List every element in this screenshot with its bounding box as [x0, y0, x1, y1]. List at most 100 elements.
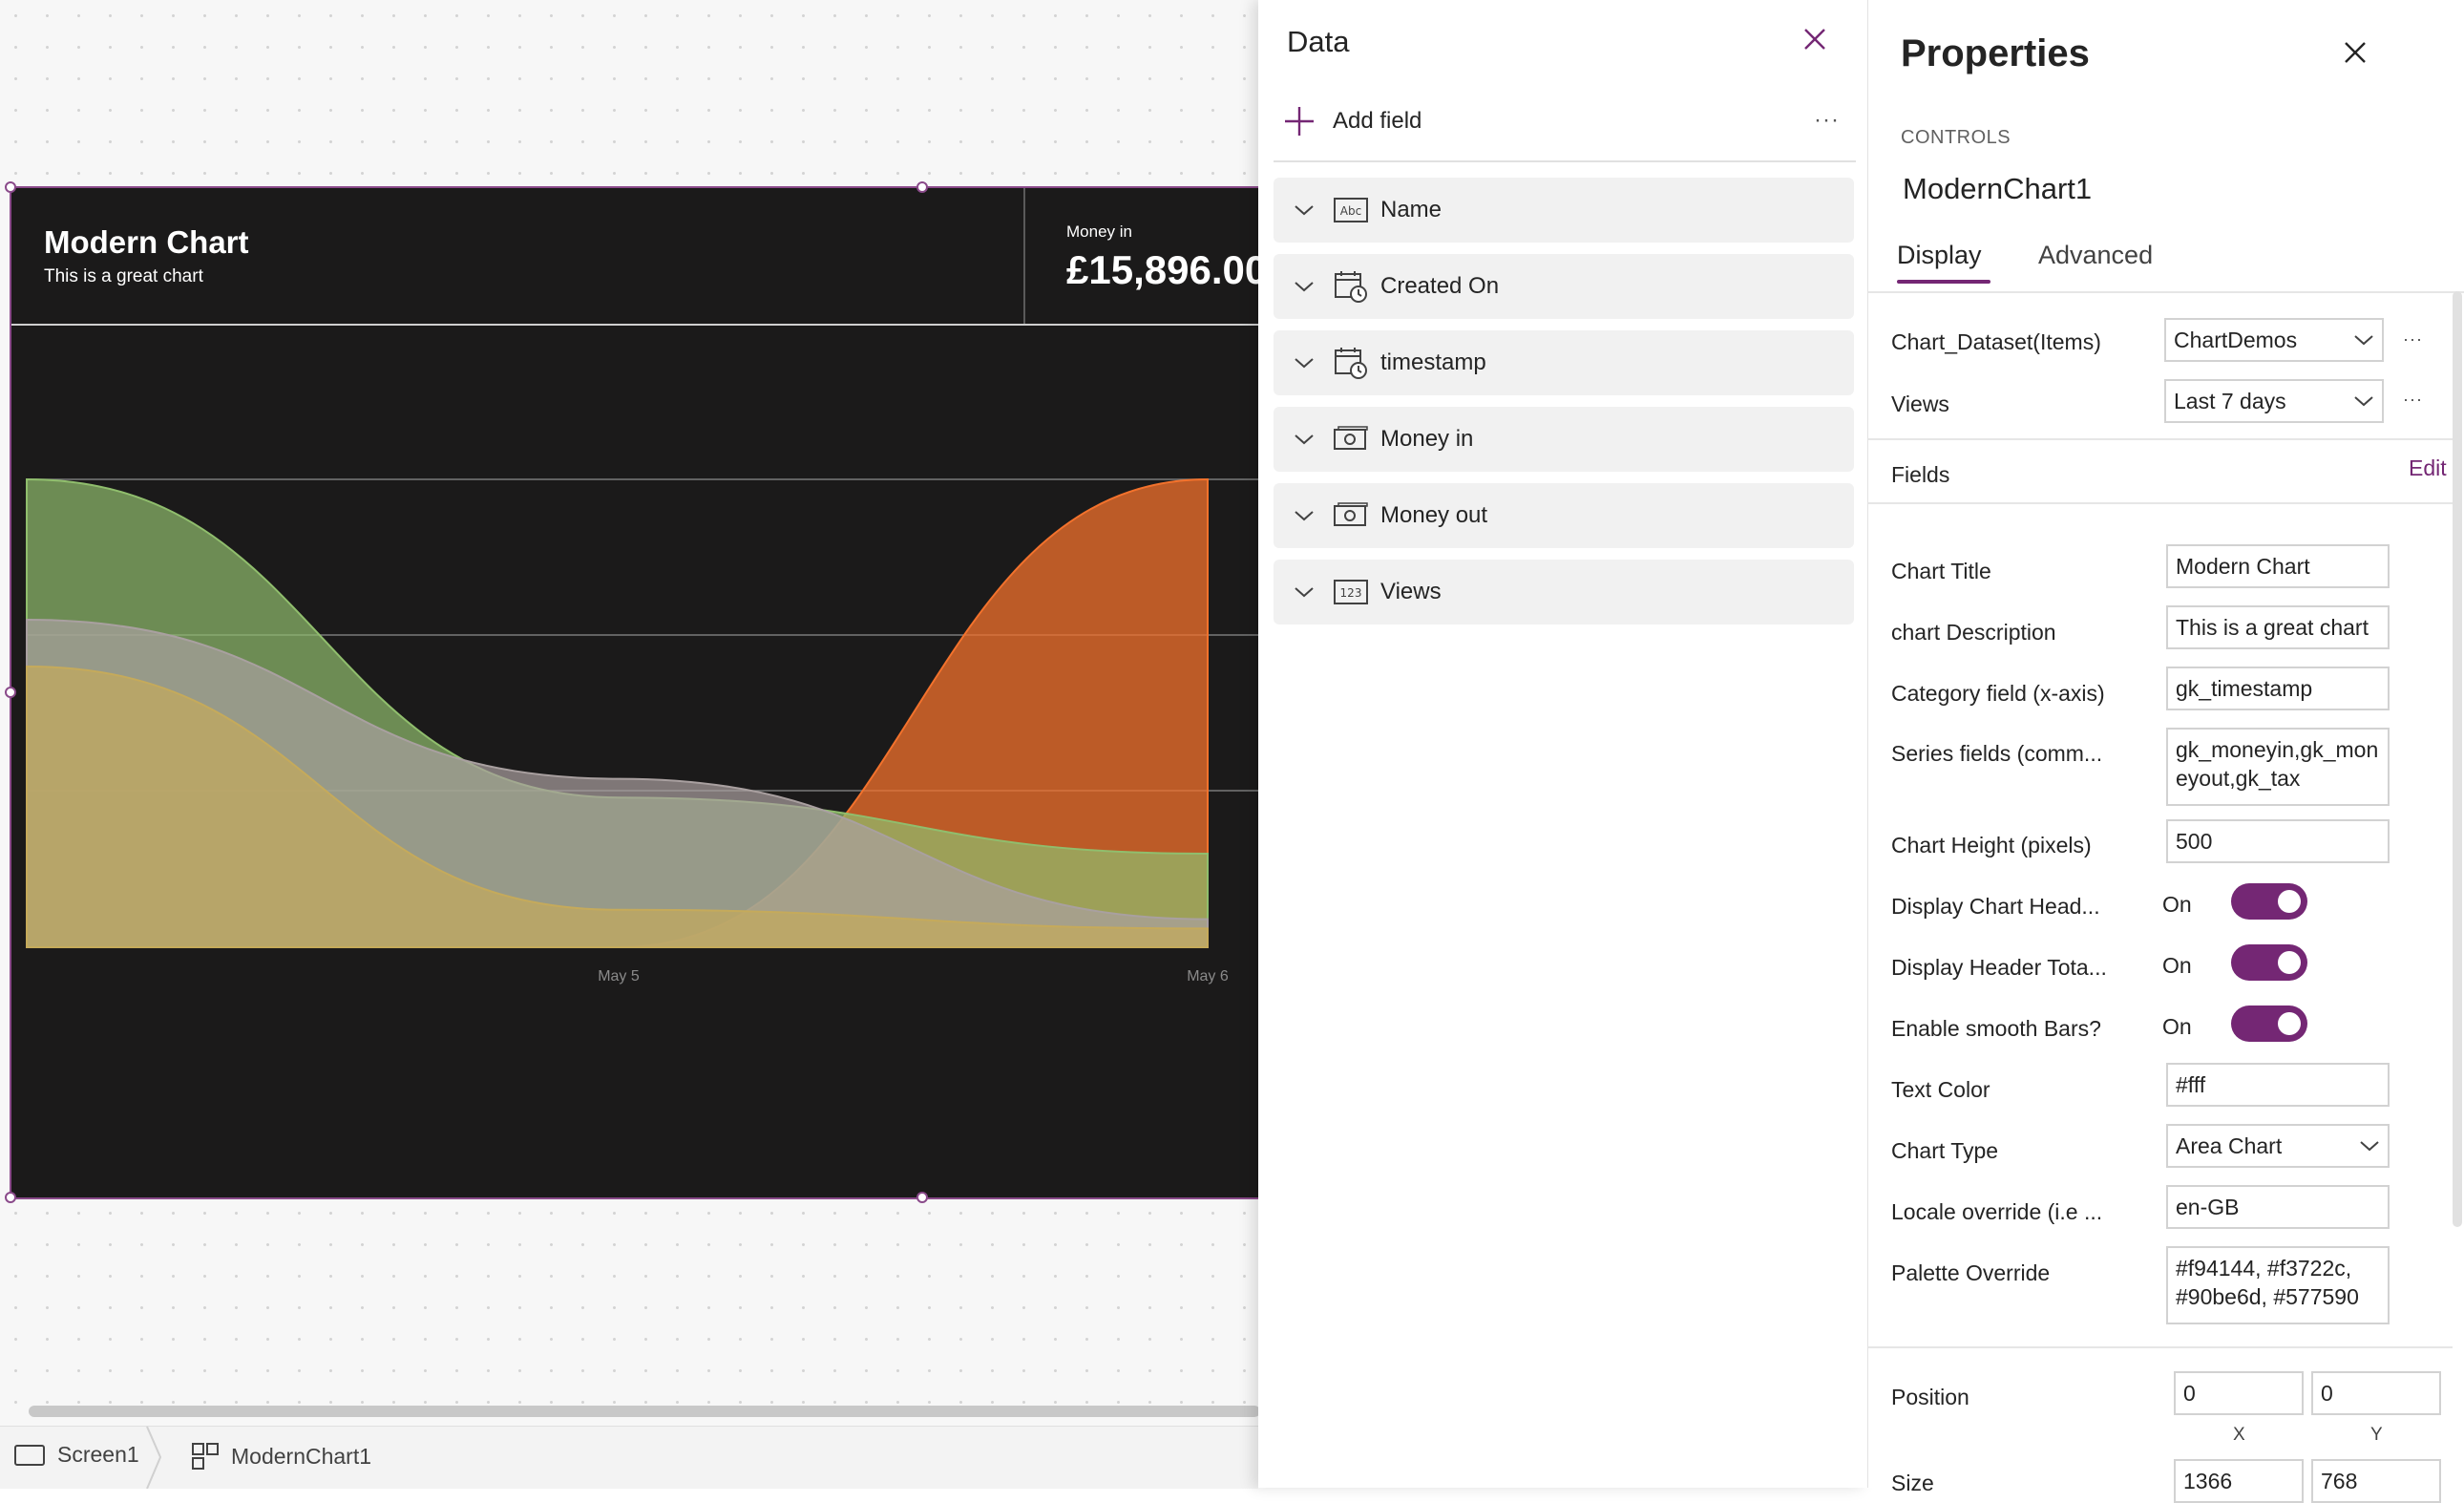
- header-total-label: Money in: [1066, 222, 1132, 241]
- data-panel-title: Data: [1287, 25, 1350, 58]
- category-field-label: Category field (x-axis): [1891, 681, 2105, 706]
- field-row[interactable]: timestamp: [1274, 330, 1854, 395]
- properties-title: Properties: [1901, 32, 2090, 74]
- tab-advanced[interactable]: Advanced: [2038, 241, 2154, 269]
- smooth-bars-label: Enable smooth Bars?: [1891, 1016, 2101, 1041]
- field-label: Name: [1380, 197, 1443, 222]
- position-y-input[interactable]: 0: [2311, 1371, 2441, 1415]
- field-label: Created On: [1380, 273, 1500, 299]
- text-color-input[interactable]: #fff: [2166, 1063, 2390, 1107]
- close-icon[interactable]: [2343, 40, 2368, 65]
- display-totals-label: Display Header Tota...: [1891, 955, 2107, 980]
- close-icon[interactable]: [1802, 27, 1827, 52]
- display-header-toggle[interactable]: [2231, 883, 2307, 920]
- currency-field-icon: [1333, 497, 1369, 534]
- breadcrumb-screen[interactable]: Screen1: [13, 1442, 139, 1468]
- display-header-state: On: [2162, 892, 2192, 917]
- data-panel-separator: [1274, 160, 1856, 162]
- resize-handle-top-left[interactable]: [5, 181, 16, 193]
- chevron-down-icon[interactable]: [1291, 579, 1317, 605]
- resize-handle-top-center[interactable]: [916, 181, 928, 193]
- chart-description: This is a great chart: [44, 266, 203, 286]
- design-canvas[interactable]: May 5 May 6 Modern Chart This is a great …: [0, 0, 1258, 1488]
- chart-height-input[interactable]: 500: [2166, 819, 2390, 863]
- views-dropdown[interactable]: Last 7 days: [2164, 379, 2384, 423]
- data-panel: Data Add field ··· Abc Name Created On time…: [1258, 0, 1867, 1488]
- chevron-down-icon: [2354, 335, 2373, 346]
- dataset-more-button[interactable]: ···: [2403, 329, 2423, 349]
- resize-handle-bottom-left[interactable]: [5, 1192, 16, 1203]
- svg-text:Abc: Abc: [1340, 204, 1361, 218]
- plus-icon: [1285, 107, 1314, 136]
- dataset-dropdown[interactable]: ChartDemos: [2164, 318, 2384, 362]
- chevron-down-icon[interactable]: [1291, 502, 1317, 529]
- position-label: Position: [1891, 1385, 1969, 1409]
- field-row[interactable]: Created On: [1274, 254, 1854, 319]
- size-width-input[interactable]: 1366: [2174, 1459, 2304, 1503]
- field-label: Money in: [1380, 426, 1474, 452]
- chevron-down-icon[interactable]: [1291, 349, 1317, 376]
- locale-input[interactable]: en-GB: [2166, 1185, 2390, 1229]
- add-field-button[interactable]: Add field: [1283, 105, 1422, 138]
- position-y-label: Y: [2370, 1425, 2383, 1445]
- chevron-down-icon[interactable]: [1291, 197, 1317, 223]
- resize-handle-middle-left[interactable]: [5, 687, 16, 698]
- smooth-bars-toggle[interactable]: [2231, 1006, 2307, 1042]
- control-name[interactable]: ModernChart1: [1903, 172, 2093, 205]
- toggle-knob: [2278, 890, 2301, 913]
- chart-title-label: Chart Title: [1891, 559, 1991, 583]
- screen-icon: [14, 1444, 45, 1466]
- field-row[interactable]: Money in: [1274, 407, 1854, 472]
- horizontal-scrollbar[interactable]: [29, 1406, 1258, 1417]
- breadcrumb-screen-label: Screen1: [57, 1442, 139, 1467]
- chevron-down-icon[interactable]: [1291, 273, 1317, 300]
- toggle-knob: [2278, 951, 2301, 974]
- chevron-down-icon: [2360, 1141, 2379, 1152]
- area-series[interactable]: [26, 665, 1209, 948]
- field-label: timestamp: [1380, 349, 1486, 375]
- chart-type-dropdown[interactable]: Area Chart: [2166, 1124, 2390, 1168]
- field-row[interactable]: Money out: [1274, 483, 1854, 548]
- display-header-label: Display Chart Head...: [1891, 894, 2100, 919]
- breadcrumb-control-label: ModernChart1: [231, 1443, 372, 1469]
- tabs-separator: [1868, 291, 2464, 293]
- resize-handle-bottom-center[interactable]: [916, 1192, 928, 1203]
- chart-description-label: chart Description: [1891, 620, 2056, 645]
- datetime-field-icon: [1333, 268, 1369, 305]
- header-divider: [1023, 188, 1025, 324]
- display-totals-toggle[interactable]: [2231, 944, 2307, 981]
- breadcrumb-control[interactable]: ModernChart1: [191, 1442, 371, 1471]
- currency-field-icon: [1333, 421, 1369, 457]
- fields-edit-link[interactable]: Edit: [2409, 455, 2447, 480]
- palette-label: Palette Override: [1891, 1260, 2051, 1285]
- chevron-down-icon: [2354, 396, 2373, 407]
- more-options-button[interactable]: ···: [1814, 107, 1840, 133]
- datetime-field-icon: [1333, 345, 1369, 381]
- chart-type-label: Chart Type: [1891, 1138, 1999, 1163]
- chart-header-separator: [11, 324, 1258, 326]
- chart-type-value: Area Chart: [2176, 1133, 2283, 1158]
- palette-input[interactable]: #f94144, #f3722c, #90be6d, #577590: [2166, 1246, 2390, 1324]
- modern-chart-control[interactable]: May 5 May 6 Modern Chart This is a great …: [5, 181, 1258, 1203]
- chart-title-input[interactable]: Modern Chart: [2166, 544, 2390, 588]
- section-separator: [1868, 502, 2453, 504]
- size-height-input[interactable]: 768: [2311, 1459, 2441, 1503]
- views-more-button[interactable]: ···: [2403, 390, 2423, 409]
- chevron-down-icon[interactable]: [1291, 426, 1317, 453]
- series-fields-input[interactable]: gk_moneyin,gk_moneyout,gk_tax: [2166, 728, 2390, 806]
- controls-section-label: CONTROLS: [1901, 127, 2011, 148]
- number-field-icon: 123: [1333, 574, 1369, 610]
- fields-label: Fields: [1891, 462, 1950, 487]
- tab-display[interactable]: Display: [1897, 241, 1982, 269]
- properties-scrollbar[interactable]: [2453, 291, 2462, 1227]
- text-field-icon: Abc: [1333, 192, 1369, 228]
- svg-text:123: 123: [1340, 586, 1362, 600]
- category-field-input[interactable]: gk_timestamp: [2166, 667, 2390, 710]
- field-label: Money out: [1380, 502, 1488, 528]
- toggle-knob: [2278, 1012, 2301, 1035]
- chart-description-input[interactable]: This is a great chart: [2166, 605, 2390, 649]
- component-icon: [192, 1443, 219, 1470]
- field-row[interactable]: Abc Name: [1274, 178, 1854, 243]
- position-x-input[interactable]: 0: [2174, 1371, 2304, 1415]
- field-row[interactable]: 123 Views: [1274, 560, 1854, 624]
